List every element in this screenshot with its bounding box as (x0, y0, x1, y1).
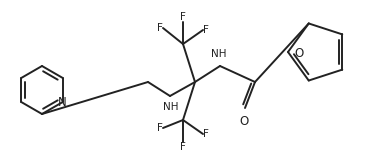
Text: N: N (57, 96, 66, 109)
Text: F: F (203, 129, 209, 139)
Text: F: F (157, 23, 163, 33)
Text: F: F (157, 123, 163, 133)
Text: NH: NH (211, 49, 227, 59)
Text: F: F (180, 142, 186, 152)
Text: NH: NH (163, 102, 179, 112)
Text: F: F (180, 12, 186, 22)
Text: F: F (203, 25, 209, 35)
Text: O: O (294, 46, 303, 59)
Text: O: O (239, 115, 249, 128)
